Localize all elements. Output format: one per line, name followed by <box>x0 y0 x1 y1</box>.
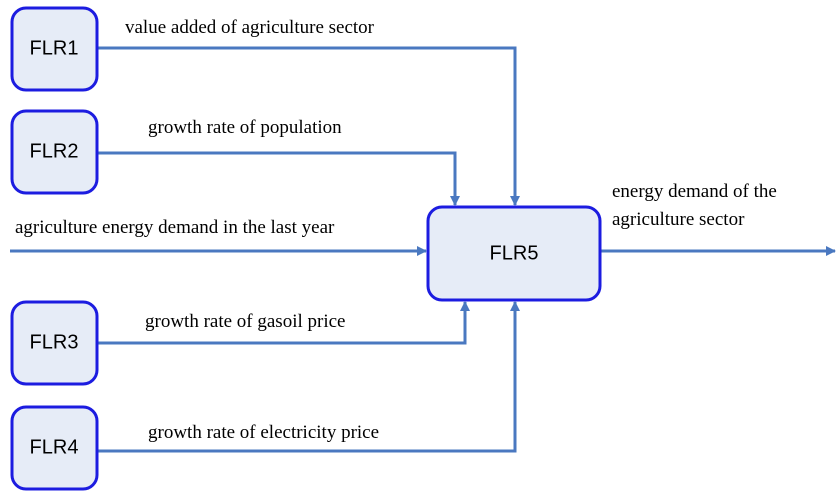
node-label: FLR5 <box>490 242 539 264</box>
connector <box>97 301 520 453</box>
edge-label: growth rate of gasoil price <box>145 311 345 332</box>
connector <box>97 301 470 345</box>
connector <box>97 46 520 206</box>
edge-label: value added of agriculture sector <box>125 17 375 38</box>
edge-label: growth rate of population <box>148 117 342 138</box>
node-box <box>10 300 99 386</box>
edge-label: agriculture energy demand in the last ye… <box>15 217 335 238</box>
connector <box>97 151 460 206</box>
node-label: FLR1 <box>30 37 79 59</box>
node-label: FLR2 <box>30 140 79 162</box>
node-box <box>10 6 99 92</box>
node-box <box>10 109 99 195</box>
node-label: FLR3 <box>30 331 79 353</box>
output-label: energy demand of the <box>612 181 777 202</box>
node-box <box>426 205 602 302</box>
output-label: agriculture sector <box>612 209 745 230</box>
node-label: FLR4 <box>30 436 79 458</box>
edge-label: growth rate of electricity price <box>148 422 379 443</box>
node-box <box>10 405 99 491</box>
